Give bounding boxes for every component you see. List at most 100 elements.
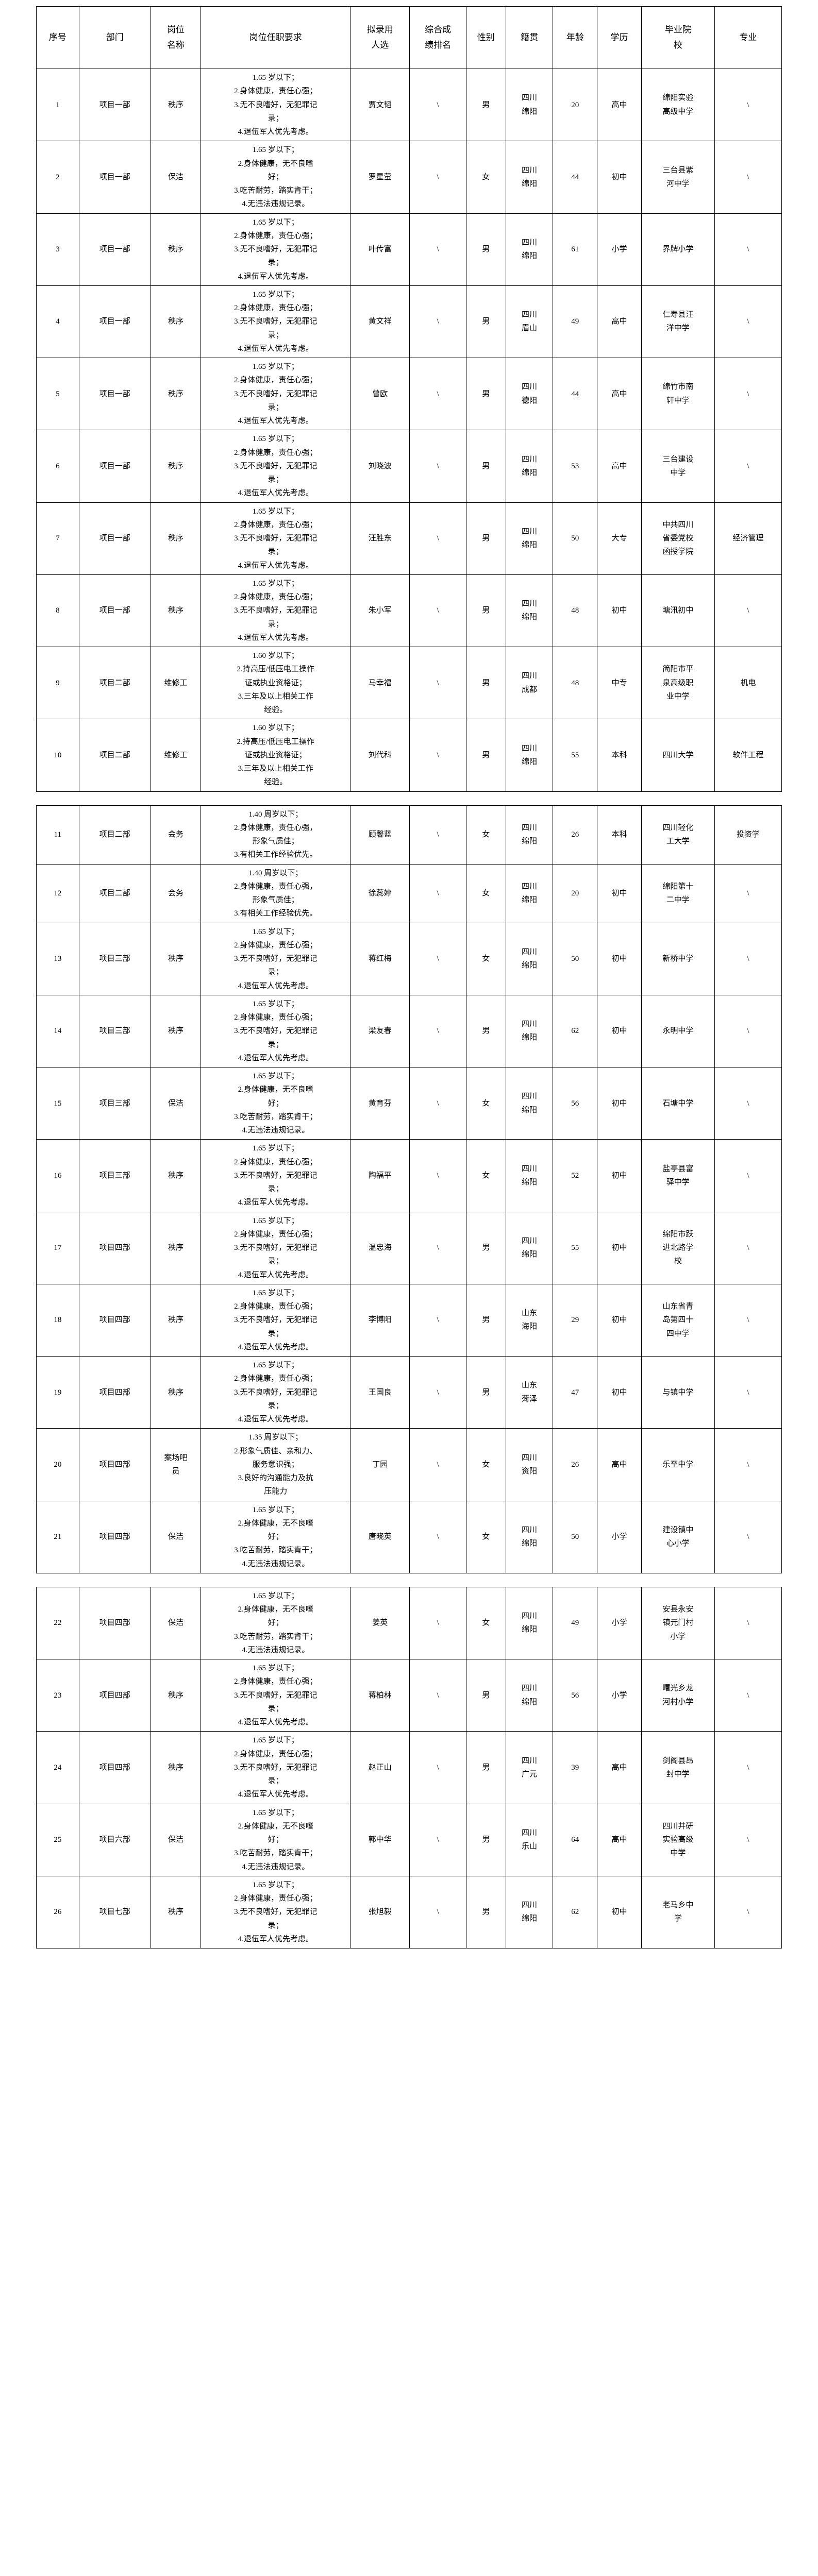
table-row: 22 项目四部 保洁 1.65 岁以下； 2.身体健康，无不良嗜 好； 3.吃苦耐劳，踏实肯…	[36, 1586, 782, 1660]
cell-origin: 四川 绵阳	[505, 1586, 554, 1660]
cell-candidate-name: 徐蕊婷	[350, 863, 410, 923]
cell-requirements: 1.65 岁以下； 2.身体健康，责任心强； 3.无不良嗜好，无犯罪记 录； 4.退伍军…	[201, 1211, 351, 1284]
requirement-line: 4.退伍军人优先考虑。	[238, 1054, 313, 1062]
requirement-line: 4.退伍军人优先考虑。	[238, 981, 313, 990]
cell-no: 19	[36, 1355, 79, 1429]
requirement-line: 3.无不良嗜好，无犯罪记	[234, 1244, 318, 1252]
requirement-line: 4.无违法违规记录。	[242, 1126, 310, 1134]
cell-origin: 四川 绵阳	[505, 430, 554, 503]
cell-requirements: 1.65 岁以下； 2.身体健康，责任心强； 3.无不良嗜好，无犯罪记 录； 4.退伍军…	[201, 357, 351, 431]
requirement-line: 1.65 岁以下；	[252, 1880, 299, 1889]
cell-position: 案场吧员	[150, 1428, 202, 1501]
cell-major: \	[714, 1658, 782, 1732]
cell-candidate-name: 汪胜东	[350, 502, 410, 575]
cell-gender: 女	[465, 1500, 506, 1573]
cell-origin: 四川 绵阳	[505, 1066, 554, 1140]
cell-no: 20	[36, 1428, 79, 1501]
cell-origin: 四川 绵阳	[505, 922, 554, 995]
requirement-line: 形象气质佳；	[252, 896, 299, 904]
cell-origin: 山东 菏泽	[505, 1355, 554, 1429]
cell-position: 秩序	[150, 1658, 202, 1732]
requirement-line: 录；	[268, 1777, 283, 1785]
header-post-line1: 岗位	[167, 25, 185, 35]
requirement-line: 2.身体健康，责任心强；	[234, 1013, 318, 1022]
cell-origin: 四川 成都	[505, 646, 554, 720]
cell-score-rank: \	[409, 357, 466, 431]
cell-school: 盐亭县富 驿中学	[641, 1139, 715, 1212]
requirement-line: 2.身体健康，责任心强；	[234, 376, 318, 385]
cell-gender: 男	[465, 1355, 506, 1429]
requirement-line: 1.60 岁以下；	[252, 724, 299, 733]
cell-candidate-name: 刘晓波	[350, 430, 410, 503]
requirement-line: 3.无不良嗜好，无犯罪记	[234, 1763, 318, 1772]
header-major: 专业	[714, 6, 782, 69]
cell-school: 山东省青 岛第四十 四中学	[641, 1283, 715, 1357]
table-row: 3 项目一部 秩序 1.65 岁以下； 2.身体健康，责任心强； 3.无不良嗜好，无犯罪记…	[36, 213, 782, 286]
requirement-line: 录；	[268, 1329, 283, 1338]
cell-candidate-name: 梁友春	[350, 994, 410, 1068]
requirement-line: 1.60 岁以下；	[252, 652, 299, 660]
cell-no: 10	[36, 719, 79, 792]
cell-department: 项目二部	[78, 863, 151, 923]
cell-score-rank: \	[409, 574, 466, 648]
requirement-line: 录；	[268, 548, 283, 556]
cell-education: 本科	[597, 719, 642, 792]
cell-no: 23	[36, 1658, 79, 1732]
table-row: 20 项目四部 案场吧员 1.35 周岁以下； 2.形象气质佳、亲和力、 服务意识强； 3.…	[36, 1428, 782, 1501]
cell-candidate-name: 朱小军	[350, 574, 410, 648]
cell-candidate-name: 曾欧	[350, 357, 410, 431]
cell-candidate-name: 蒋红梅	[350, 922, 410, 995]
cell-department: 项目二部	[78, 805, 151, 865]
requirement-line: 3.吃苦耐劳，踏实肯干；	[234, 1546, 318, 1555]
requirement-line: 录；	[268, 403, 283, 412]
cell-gender: 男	[465, 1875, 506, 1949]
cell-gender: 男	[465, 1283, 506, 1357]
cell-department: 项目一部	[78, 213, 151, 286]
cell-major: \	[714, 141, 782, 214]
cell-major: \	[714, 1283, 782, 1357]
cell-position: 秩序	[150, 1211, 202, 1284]
requirement-line: 3.无不良嗜好，无犯罪记	[234, 1171, 318, 1180]
page-break-gap	[37, 791, 782, 805]
cell-age: 64	[553, 1803, 598, 1876]
cell-department: 项目四部	[78, 1283, 151, 1357]
cell-major: \	[714, 1731, 782, 1804]
cell-school: 绵竹市南 轩中学	[641, 357, 715, 431]
requirement-line: 1.65 岁以下；	[252, 1736, 299, 1745]
cell-age: 48	[553, 574, 598, 648]
cell-score-rank: \	[409, 430, 466, 503]
requirement-line: 4.退伍军人优先考虑。	[238, 344, 313, 353]
requirement-line: 录；	[268, 1921, 283, 1930]
cell-origin: 四川 绵阳	[505, 68, 554, 142]
cell-major: \	[714, 1875, 782, 1949]
header-origin: 籍贯	[505, 6, 554, 69]
cell-department: 项目一部	[78, 502, 151, 575]
requirement-line: 3.吃苦耐劳，踏实肯干；	[234, 1632, 318, 1641]
cell-education: 初中	[597, 1139, 642, 1212]
requirement-line: 经验。	[264, 706, 288, 714]
requirement-line: 证或执业资格证；	[244, 751, 307, 759]
cell-major: \	[714, 922, 782, 995]
cell-gender: 女	[465, 1066, 506, 1140]
requirement-line: 4.退伍军人优先考虑。	[238, 1270, 313, 1279]
cell-gender: 男	[465, 430, 506, 503]
cell-score-rank: \	[409, 863, 466, 923]
cell-school: 塘汛初中	[641, 574, 715, 648]
requirement-line: 2.持高压/低压电工操作	[237, 737, 314, 746]
cell-position: 会务	[150, 863, 202, 923]
header-requirements: 岗位任职要求	[201, 6, 351, 69]
cell-candidate-name: 黄文祥	[350, 285, 410, 359]
requirement-line: 4.退伍军人优先考虑。	[238, 489, 313, 498]
cell-score-rank: \	[409, 1875, 466, 1949]
requirement-line: 1.65 岁以下；	[252, 218, 299, 227]
cell-requirements: 1.65 岁以下； 2.身体健康，无不良嗜 好； 3.吃苦耐劳，踏实肯干； 4.无违法违…	[201, 141, 351, 214]
cell-education: 初中	[597, 141, 642, 214]
cell-gender: 男	[465, 1211, 506, 1284]
cell-origin: 四川 绵阳	[505, 863, 554, 923]
cell-requirements: 1.60 岁以下； 2.持高压/低压电工操作 证或执业资格证； 3.三年及以上相关工作…	[201, 646, 351, 720]
cell-major: \	[714, 574, 782, 648]
cell-score-rank: \	[409, 1500, 466, 1573]
cell-major: 投资学	[714, 805, 782, 865]
cell-score-rank: \	[409, 1139, 466, 1212]
cell-department: 项目一部	[78, 430, 151, 503]
